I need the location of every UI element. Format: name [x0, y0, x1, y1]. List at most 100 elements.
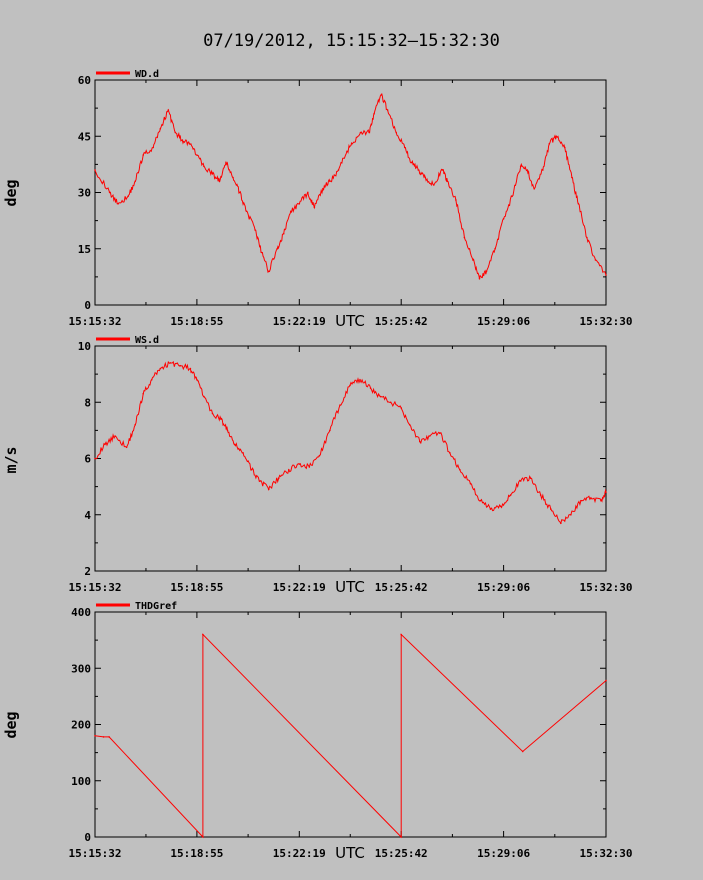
y-axis-label: m/s — [2, 446, 20, 473]
x-tick-label: 15:18:55 — [170, 581, 223, 594]
data-point — [159, 367, 162, 370]
data-point — [489, 508, 492, 510]
data-point — [179, 364, 182, 367]
data-point — [276, 248, 279, 250]
data-point — [211, 412, 214, 415]
data-point — [485, 270, 488, 273]
data-point — [386, 109, 389, 111]
legend-label: WD.d — [135, 69, 159, 80]
data-point — [203, 165, 205, 168]
y-tick-label: 2 — [84, 565, 91, 578]
x-tick-label: 15:18:55 — [170, 315, 223, 328]
y-tick-label: 300 — [71, 662, 91, 675]
data-point — [307, 191, 309, 194]
x-tick-label: 15:22:19 — [273, 847, 326, 860]
data-point — [298, 463, 301, 465]
data-point — [220, 418, 222, 420]
data-point — [542, 169, 544, 171]
data-point — [313, 206, 316, 209]
data-point — [114, 435, 116, 437]
data-point — [125, 446, 128, 449]
legend-label: WS.d — [135, 335, 159, 346]
data-point — [499, 505, 502, 508]
data-point — [329, 180, 331, 183]
data-point — [600, 499, 602, 502]
data-point — [94, 457, 96, 460]
data-point — [400, 836, 403, 838]
data-point — [351, 143, 353, 145]
data-point — [605, 679, 607, 682]
figure-title: 07/19/2012, 15:15:32–15:32:30 — [203, 31, 500, 51]
data-point — [134, 424, 136, 426]
data-point — [439, 432, 441, 435]
data-point — [290, 210, 292, 213]
data-point — [337, 169, 340, 171]
data-point — [288, 469, 290, 471]
data-point — [560, 522, 562, 524]
data-point — [494, 248, 496, 250]
data-point — [463, 236, 466, 239]
data-point — [349, 384, 351, 387]
data-point — [459, 469, 461, 471]
y-tick-label: 0 — [84, 299, 91, 312]
data-point — [417, 169, 420, 171]
data-point — [232, 176, 234, 179]
data-point — [479, 499, 482, 502]
data-point — [238, 191, 241, 194]
data-point — [529, 477, 532, 480]
data-point — [379, 395, 382, 398]
x-tick-label: 15:15:32 — [69, 847, 122, 860]
data-point — [511, 195, 513, 198]
y-tick-label: 400 — [71, 606, 91, 619]
data-point — [188, 143, 191, 145]
thdg-reference-panel: 0 100 200 300 400 15:15:32 15:18:55 15:22:19 15:… — [2, 601, 632, 862]
legend-label: THDGref — [135, 601, 177, 612]
data-point — [469, 483, 472, 485]
data-point — [318, 454, 321, 457]
data-point — [218, 180, 221, 183]
data-point — [150, 379, 153, 381]
data-point — [322, 188, 324, 190]
data-point — [519, 480, 522, 482]
data-point — [339, 404, 341, 406]
y-tick-label: 30 — [78, 187, 91, 200]
data-point — [478, 278, 481, 280]
y-tick-label: 10 — [78, 340, 91, 353]
series-line — [94, 633, 607, 839]
data-point — [174, 131, 177, 134]
data-point — [202, 633, 204, 636]
data-point — [196, 154, 198, 156]
data-point — [429, 435, 431, 437]
y-tick-label: 45 — [78, 130, 91, 143]
data-point — [400, 633, 403, 636]
data-point — [181, 139, 184, 141]
x-tick-label: 15:25:42 — [375, 847, 428, 860]
data-point — [395, 131, 398, 134]
data-point — [117, 203, 119, 205]
data-point — [539, 494, 542, 496]
data-point — [359, 379, 361, 381]
series-line — [94, 92, 607, 279]
data-point — [102, 736, 105, 738]
y-tick-label: 100 — [71, 775, 91, 788]
x-tick-label: 15:29:06 — [477, 847, 530, 860]
data-point — [94, 169, 96, 171]
data-point — [259, 480, 261, 482]
data-point — [211, 173, 214, 175]
data-point — [605, 491, 607, 494]
data-point — [400, 407, 403, 409]
y-tick-label: 0 — [84, 831, 91, 844]
data-point — [590, 497, 592, 499]
data-point — [142, 154, 144, 156]
data-point — [410, 161, 413, 164]
x-axis-label: UTC — [335, 578, 365, 596]
data-point — [472, 259, 474, 261]
data-point — [203, 395, 205, 398]
data-point — [359, 131, 362, 134]
data-point — [346, 150, 348, 153]
data-point — [298, 203, 301, 205]
data-point — [308, 466, 311, 468]
data-point — [441, 169, 444, 171]
data-point — [455, 199, 457, 201]
